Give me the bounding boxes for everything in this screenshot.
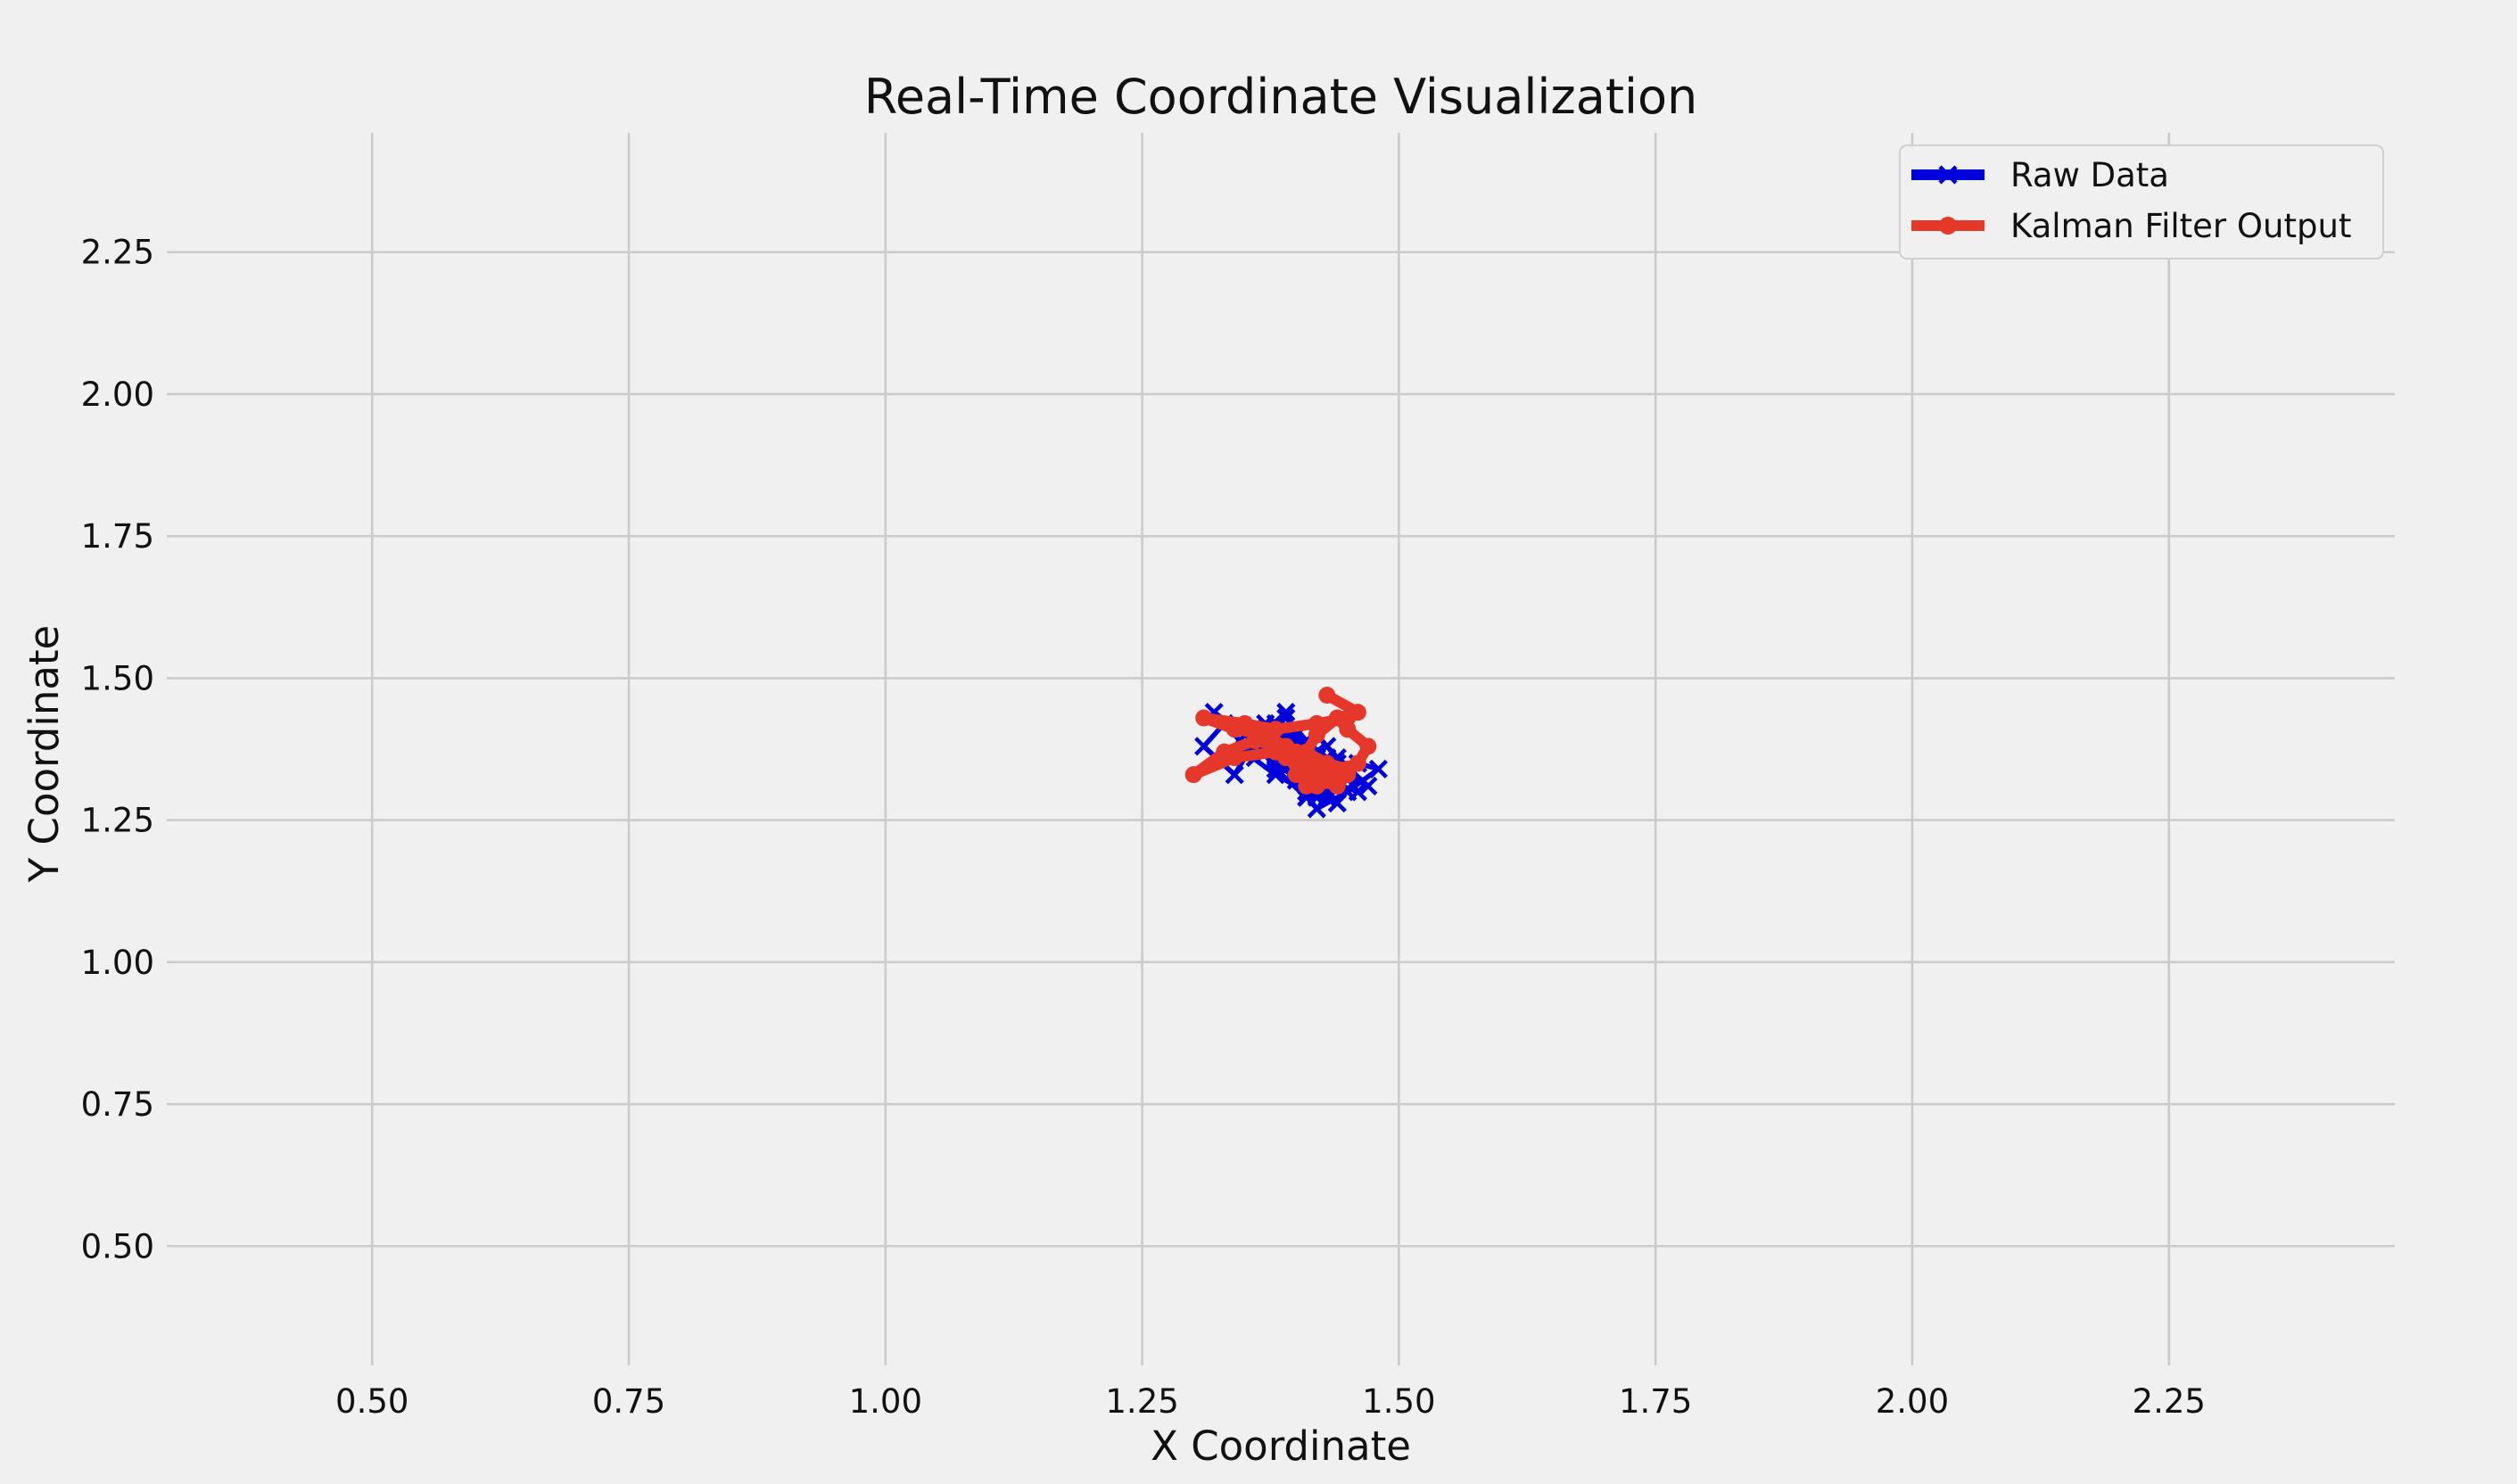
x-tick-label: 2.25 xyxy=(2133,1382,2206,1421)
legend-label: Raw Data xyxy=(2010,156,2169,194)
kalman-filter-point xyxy=(1328,709,1346,727)
y-tick-label: 2.25 xyxy=(81,234,154,272)
x-tick-label: 1.00 xyxy=(849,1382,922,1421)
legend-entry-kalman-filter-output[interactable]: Kalman Filter Output xyxy=(1911,207,2351,245)
kalman-filter-point xyxy=(1318,686,1336,704)
kalman-filter-point xyxy=(1246,731,1264,749)
kalman-filter-point xyxy=(1308,760,1325,778)
plot-area xyxy=(1184,686,1388,819)
y-tick-label: 0.75 xyxy=(81,1085,154,1124)
y-tick-label: 1.75 xyxy=(81,517,154,556)
x-tick-label: 1.50 xyxy=(1362,1382,1435,1421)
raw-data-point xyxy=(1368,759,1388,779)
legend-label: Kalman Filter Output xyxy=(2010,207,2351,245)
x-tick-label: 1.75 xyxy=(1619,1382,1692,1421)
y-axis-label: Y Coordinate xyxy=(21,625,68,883)
legend[interactable]: Raw Data Kalman Filter Output xyxy=(1899,144,2384,260)
legend-entry-raw-data[interactable]: Raw Data xyxy=(1911,156,2169,194)
y-tick-label: 1.00 xyxy=(81,944,154,982)
kalman-filter-point xyxy=(1287,754,1305,772)
kalman-filter-point xyxy=(1308,726,1325,744)
y-tick-label: 1.25 xyxy=(81,802,154,840)
chart-title: Real-Time Coordinate Visualization xyxy=(864,69,1698,125)
kalman-filter-point xyxy=(1225,749,1243,767)
x-axis-label: X Coordinate xyxy=(1151,1422,1411,1470)
legend-box xyxy=(1899,144,2384,260)
legend-circle-marker-icon xyxy=(1939,217,1957,235)
kalman-filter-point xyxy=(1339,721,1357,738)
x-tick-label: 2.00 xyxy=(1876,1382,1949,1421)
kalman-filter-point xyxy=(1339,760,1357,778)
y-tick-label: 0.50 xyxy=(81,1227,154,1266)
axis-ticks: 0.50 0.75 1.00 1.25 1.50 1.75 2.00 2.25 0.50 0.75… xyxy=(81,234,2206,1421)
kalman-filter-point xyxy=(1225,721,1243,738)
y-tick-label: 2.00 xyxy=(81,375,154,414)
y-tick-label: 1.50 xyxy=(81,659,154,697)
x-tick-label: 1.25 xyxy=(1105,1382,1178,1421)
grid xyxy=(167,133,2395,1365)
kalman-filter-point xyxy=(1359,738,1377,755)
raw-data-point xyxy=(1225,765,1244,785)
legend-x-marker-icon xyxy=(1938,165,1958,185)
kalman-filter-point xyxy=(1184,766,1202,784)
x-tick-label: 0.50 xyxy=(335,1382,408,1421)
raw-data-point xyxy=(1266,765,1285,785)
kalman-filter-point xyxy=(1298,743,1316,761)
kalman-filter-point xyxy=(1318,771,1336,789)
x-tick-label: 0.75 xyxy=(592,1382,665,1421)
raw-data-point xyxy=(1194,737,1214,756)
kalman-filter-point xyxy=(1195,709,1213,727)
raw-data-point xyxy=(1358,776,1378,796)
